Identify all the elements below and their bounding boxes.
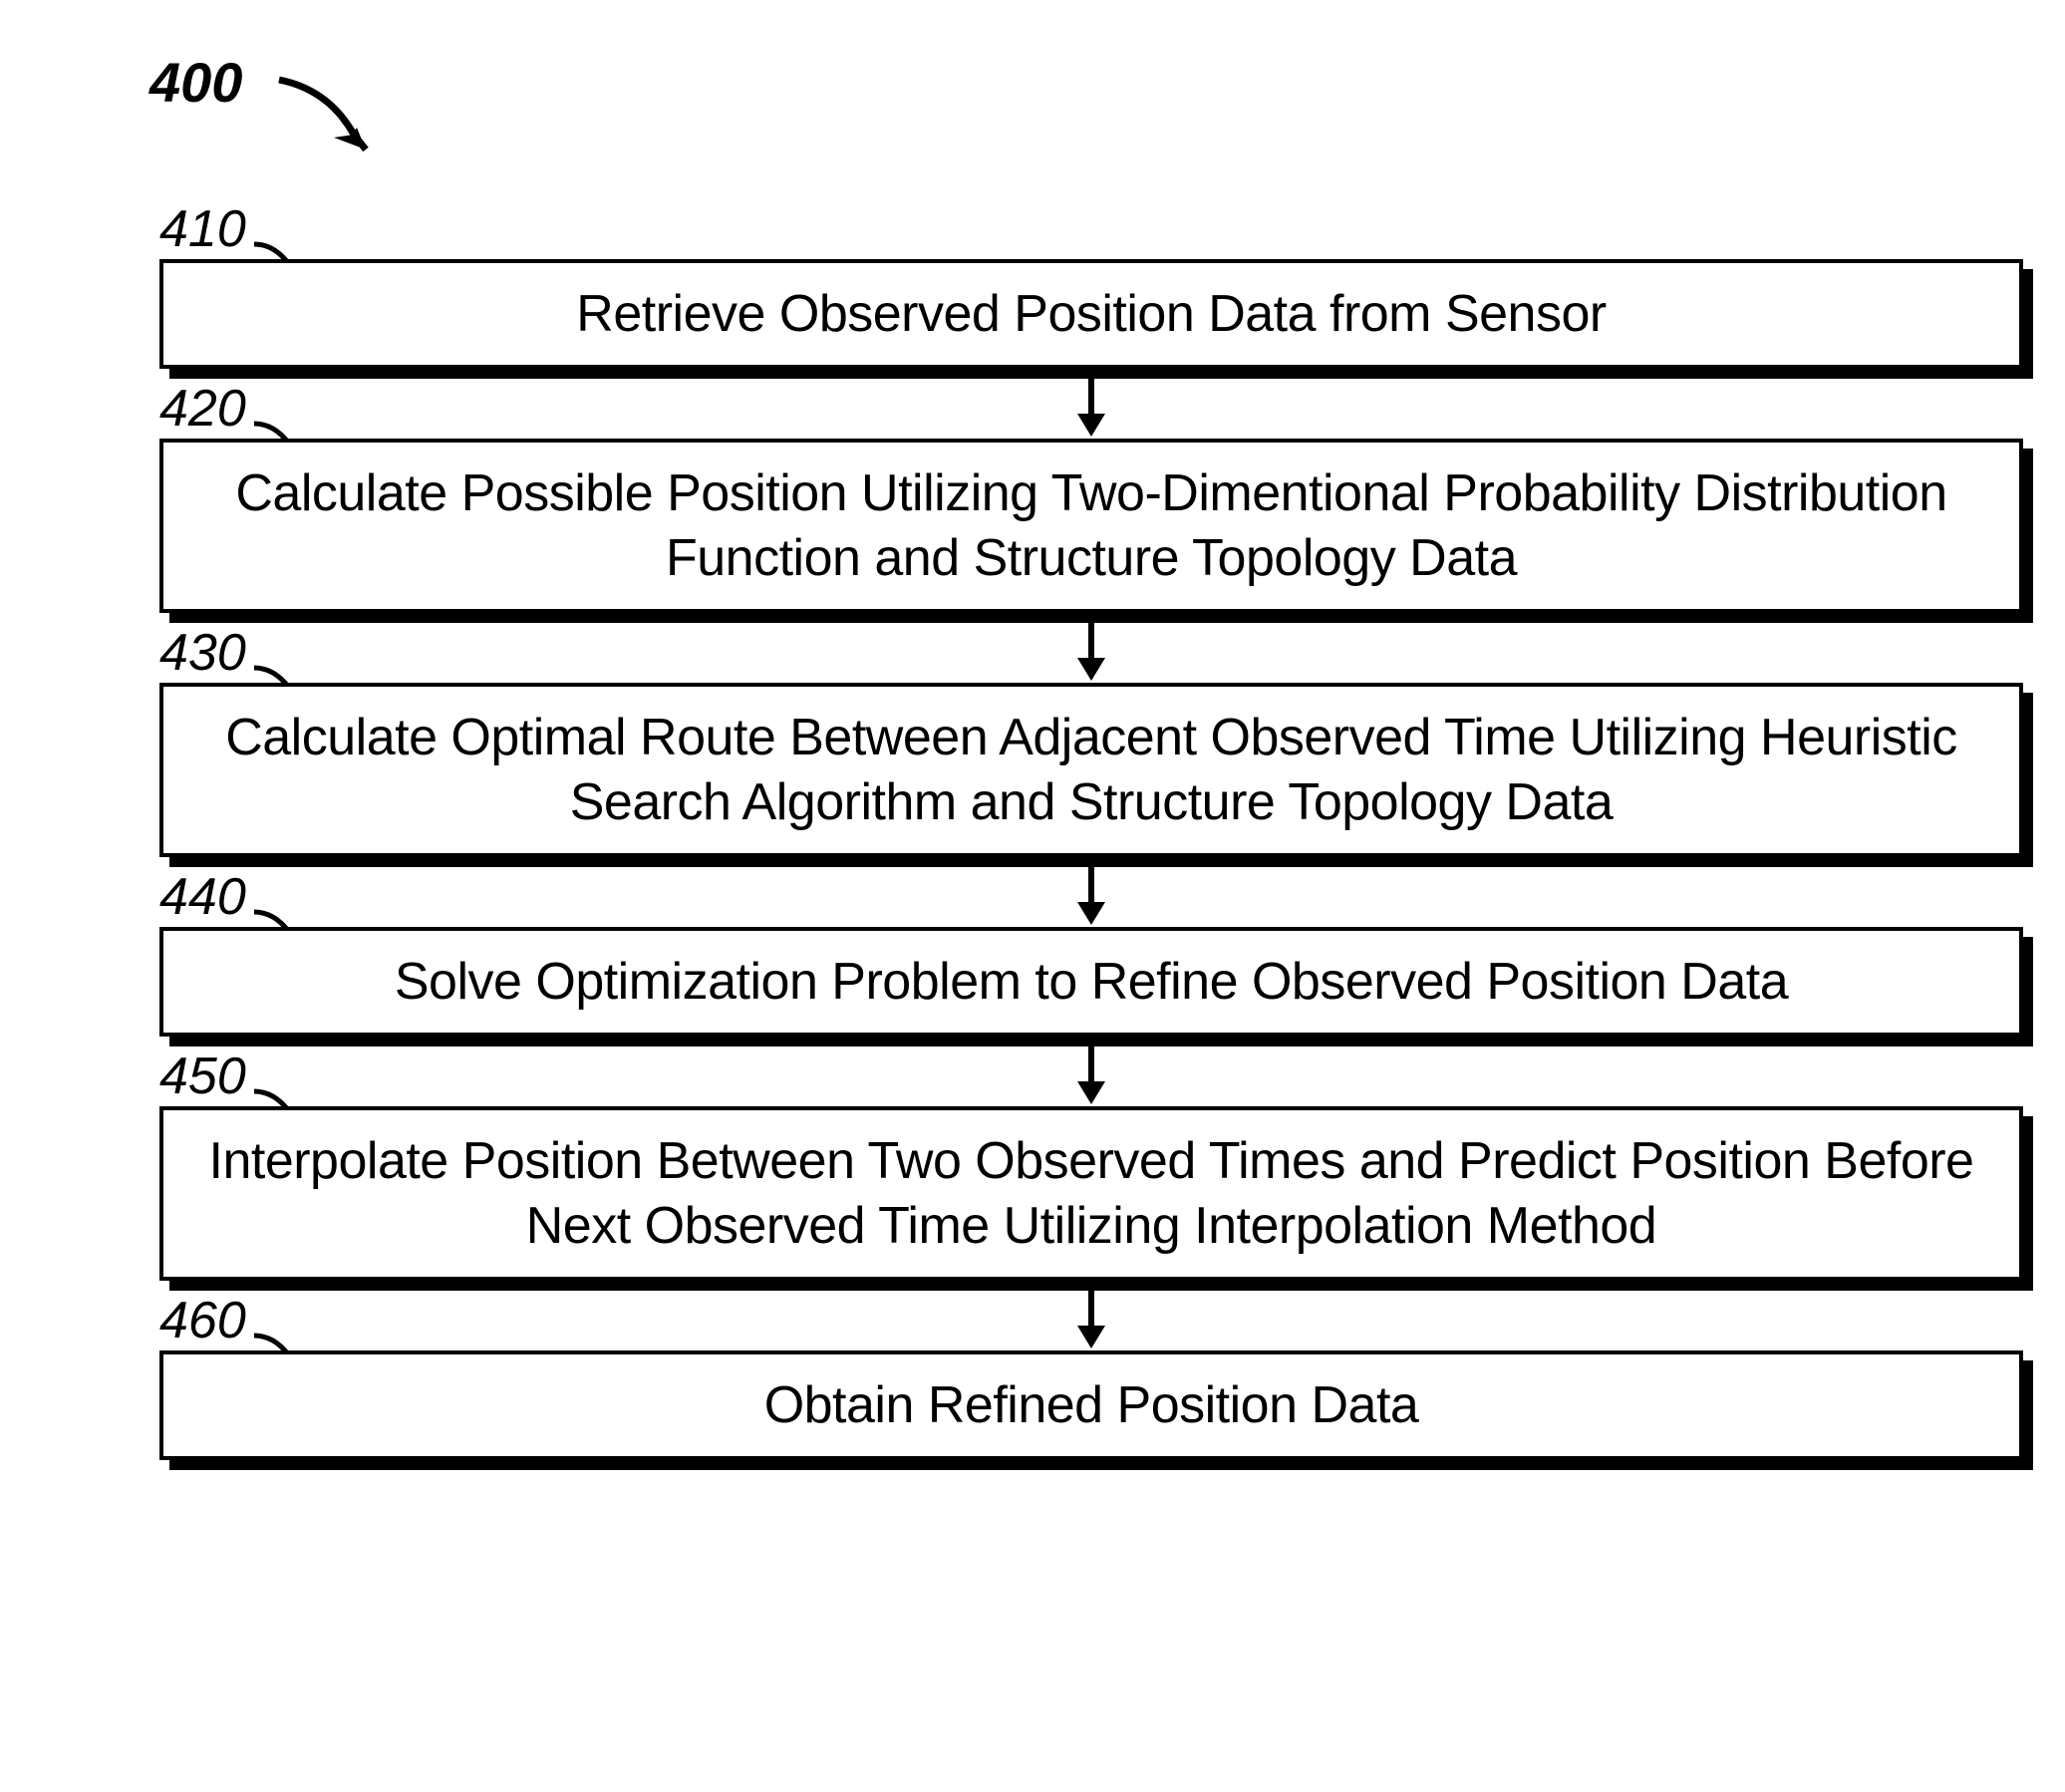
flow-arrow-icon [1071,623,1111,683]
step-label-450: 450 [159,1046,246,1106]
flow-box-text: Calculate Optimal Route Between Adjacent… [203,706,1979,835]
step-label-text: 430 [159,624,246,682]
flow-arrow-icon [1071,867,1111,927]
flow-arrow-icon [1071,1291,1111,1350]
flow-box-460: Obtain Refined Position Data [159,1350,2023,1460]
flow-box-450: Interpolate Position Between Two Observe… [159,1106,2023,1281]
flow-box-text: Calculate Possible Position Utilizing Tw… [203,461,1979,591]
main-label-arrow-icon [269,70,389,169]
flow-box-text: Retrieve Observed Position Data from Sen… [576,282,1606,347]
step-label-text: 410 [159,200,246,258]
flow-box-text: Solve Optimization Problem to Refine Obs… [395,950,1788,1015]
flow-box-text: Interpolate Position Between Two Observe… [203,1129,1979,1259]
flow-box-410: Retrieve Observed Position Data from Sen… [159,259,2023,369]
flowchart-container: 400 410 Retrieve Observed Position Data … [40,40,2025,1752]
step-label-text: 420 [159,380,246,438]
flow-arrow-icon [1071,1046,1111,1106]
step-label-text: 460 [159,1292,246,1349]
step-label-420: 420 [159,379,246,439]
step-label-460: 460 [159,1291,246,1350]
step-label-text: 440 [159,868,246,926]
step-label-440: 440 [159,867,246,927]
flow-box-text: Obtain Refined Position Data [764,1373,1419,1438]
step-label-410: 410 [159,199,246,259]
flow-box-420: Calculate Possible Position Utilizing Tw… [159,439,2023,613]
step-label-430: 430 [159,623,246,683]
step-label-text: 450 [159,1047,246,1105]
flow-box-440: Solve Optimization Problem to Refine Obs… [159,927,2023,1037]
main-diagram-label: 400 [149,50,242,115]
flow-arrow-icon [1071,379,1111,439]
flow-box-430: Calculate Optimal Route Between Adjacent… [159,683,2023,857]
